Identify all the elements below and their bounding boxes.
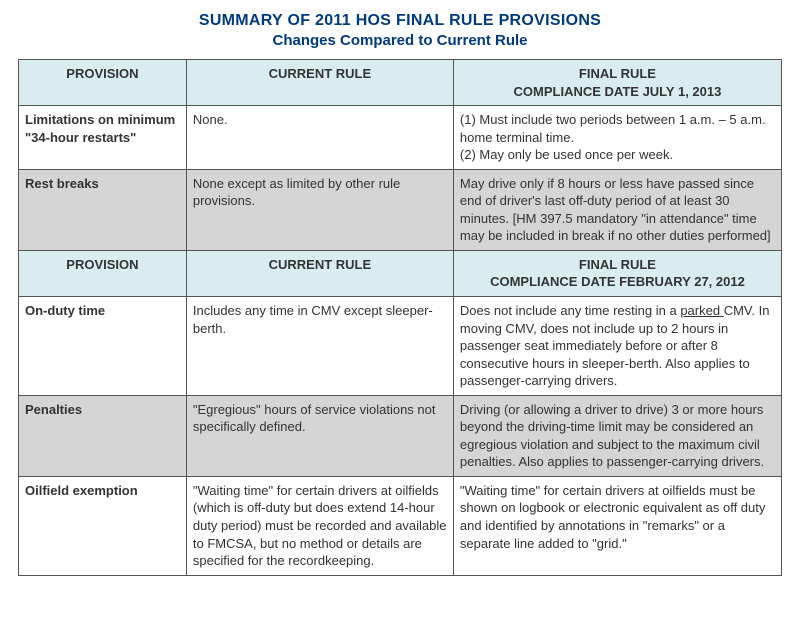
final-rule-cell: (1) Must include two periods between 1 a… (453, 106, 781, 170)
provision-label: Limitations on minimum "34-hour restarts… (19, 106, 187, 170)
table-row: Rest breaks None except as limited by ot… (19, 169, 782, 250)
final-rule-label: FINAL RULE (460, 256, 775, 274)
current-rule-cell: None. (186, 106, 453, 170)
provision-label: Rest breaks (19, 169, 187, 250)
final-rule-cell: Driving (or allowing a driver to drive) … (453, 395, 781, 476)
final-rule-cell: "Waiting time" for certain drivers at oi… (453, 476, 781, 575)
col-current-rule: CURRENT RULE (186, 60, 453, 106)
final-rule-label: FINAL RULE (460, 65, 775, 83)
col-final-rule: FINAL RULE COMPLIANCE DATE FEBRUARY 27, … (453, 250, 781, 296)
page-title: SUMMARY OF 2011 HOS FINAL RULE PROVISION… (18, 12, 782, 30)
table-row: Oilfield exemption "Waiting time" for ce… (19, 476, 782, 575)
col-current-rule: CURRENT RULE (186, 250, 453, 296)
table-row: Limitations on minimum "34-hour restarts… (19, 106, 782, 170)
table-header-2: PROVISION CURRENT RULE FINAL RULE COMPLI… (19, 250, 782, 296)
final-rule-date: COMPLIANCE DATE FEBRUARY 27, 2012 (460, 273, 775, 291)
col-provision: PROVISION (19, 250, 187, 296)
provision-label: On-duty time (19, 297, 187, 396)
current-rule-cell: "Egregious" hours of service violations … (186, 395, 453, 476)
provision-label: Penalties (19, 395, 187, 476)
final-rule-underline: parked (680, 303, 723, 318)
final-rule-date: COMPLIANCE DATE JULY 1, 2013 (460, 83, 775, 101)
page-subtitle: Changes Compared to Current Rule (18, 32, 782, 49)
col-final-rule: FINAL RULE COMPLIANCE DATE JULY 1, 2013 (453, 60, 781, 106)
table-row: Penalties "Egregious" hours of service v… (19, 395, 782, 476)
table-row: On-duty time Includes any time in CMV ex… (19, 297, 782, 396)
table-header-1: PROVISION CURRENT RULE FINAL RULE COMPLI… (19, 60, 782, 106)
provision-label: Oilfield exemption (19, 476, 187, 575)
final-rule-cell: May drive only if 8 hours or less have p… (453, 169, 781, 250)
final-rule-text-pre: Does not include any time resting in a (460, 303, 680, 318)
provisions-table: PROVISION CURRENT RULE FINAL RULE COMPLI… (18, 59, 782, 576)
col-provision: PROVISION (19, 60, 187, 106)
current-rule-cell: Includes any time in CMV except sleeper-… (186, 297, 453, 396)
current-rule-cell: None except as limited by other rule pro… (186, 169, 453, 250)
final-rule-cell: Does not include any time resting in a p… (453, 297, 781, 396)
current-rule-cell: "Waiting time" for certain drivers at oi… (186, 476, 453, 575)
